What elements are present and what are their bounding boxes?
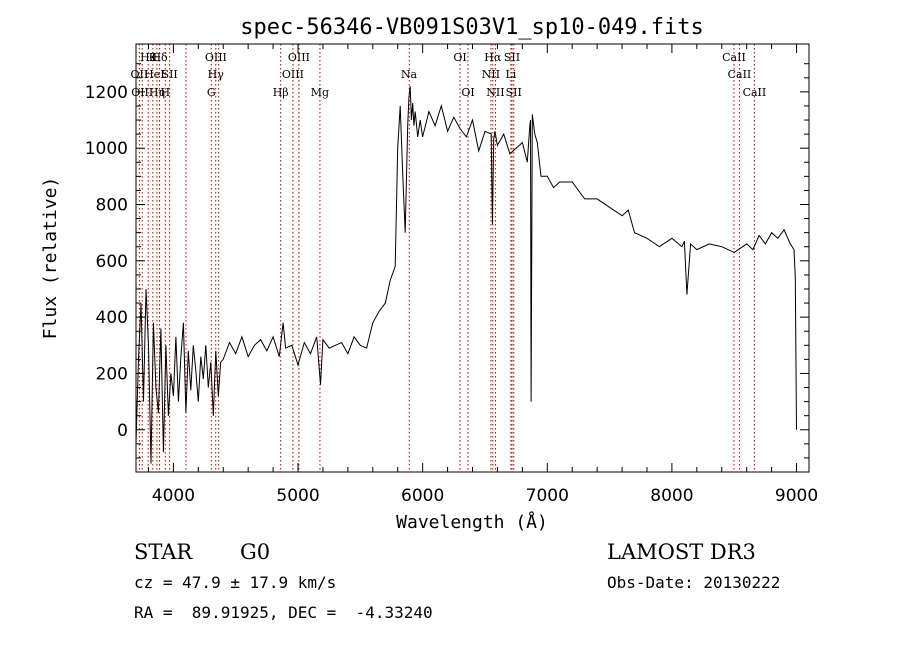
line-label: Li — [505, 68, 516, 81]
spectrum-line — [135, 86, 797, 464]
line-label: NII — [482, 68, 500, 81]
line-label: Hγ — [208, 68, 225, 81]
line-label: OI — [461, 86, 474, 99]
line-label: Hδ — [151, 51, 168, 64]
line-label: Hα — [484, 51, 502, 64]
line-label: OI — [453, 51, 466, 64]
x-tick-label: 6000 — [401, 486, 444, 506]
x-tick-label: 4000 — [152, 486, 195, 506]
line-label: SII — [504, 51, 520, 64]
y-tick-label: 200 — [96, 364, 128, 384]
line-label: Hη — [149, 86, 165, 99]
star-class: STAR — [134, 540, 193, 564]
line-label: H — [160, 86, 170, 99]
line-label: Hθ — [140, 51, 157, 64]
line-label: OIII — [288, 51, 310, 64]
y-tick-label: 1200 — [85, 83, 128, 103]
survey-name: LAMOST DR3 — [607, 540, 756, 564]
y-tick-label: 800 — [96, 196, 128, 216]
line-label: G — [207, 86, 216, 99]
line-label: CaII — [743, 86, 767, 99]
line-label: OIII — [131, 86, 153, 99]
x-tick-label: 8000 — [650, 486, 693, 506]
line-label: HeI — [144, 68, 164, 81]
y-tick-label: 600 — [96, 252, 128, 272]
line-label: SII — [506, 86, 522, 99]
star-subclass: G0 — [240, 540, 271, 564]
line-label: SII — [162, 68, 178, 81]
line-label: OII — [131, 68, 149, 81]
y-axis: 0 200 400 600 800 1000 1200 — [85, 63, 809, 459]
y-tick-label: 1000 — [85, 139, 128, 159]
line-label: NII — [486, 86, 504, 99]
line-label: Na — [401, 68, 418, 81]
line-label: Hβ — [273, 86, 289, 99]
plot-frame — [135, 43, 810, 473]
redshift-cz: cz = 47.9 ± 17.9 km/s — [134, 573, 337, 592]
y-tick-label: 0 — [117, 421, 128, 441]
chart-title: spec-56346-VB091S03V1_sp10-049.fits — [240, 15, 704, 40]
line-label: OIII — [282, 68, 304, 81]
obs-date: Obs-Date: 20130222 — [607, 573, 781, 592]
x-tick-label: 9000 — [775, 486, 818, 506]
line-label: Mg — [311, 86, 329, 99]
y-tick-label: 400 — [96, 308, 128, 328]
line-label: CaII — [728, 68, 752, 81]
line-label: OIII — [205, 51, 227, 64]
line-label: CaII — [722, 51, 746, 64]
x-axis: 4000 5000 6000 7000 8000 9000 — [147, 44, 818, 506]
marker-lines — [138, 44, 755, 472]
coordinates: RA = 89.91925, DEC = -4.33240 — [134, 603, 433, 622]
x-tick-label: 5000 — [276, 486, 319, 506]
line-label: K — [149, 51, 158, 64]
x-axis-label: Wavelength (Å) — [396, 511, 548, 533]
x-tick-label: 7000 — [526, 486, 569, 506]
y-axis-label: Flux (relative) — [40, 177, 61, 340]
